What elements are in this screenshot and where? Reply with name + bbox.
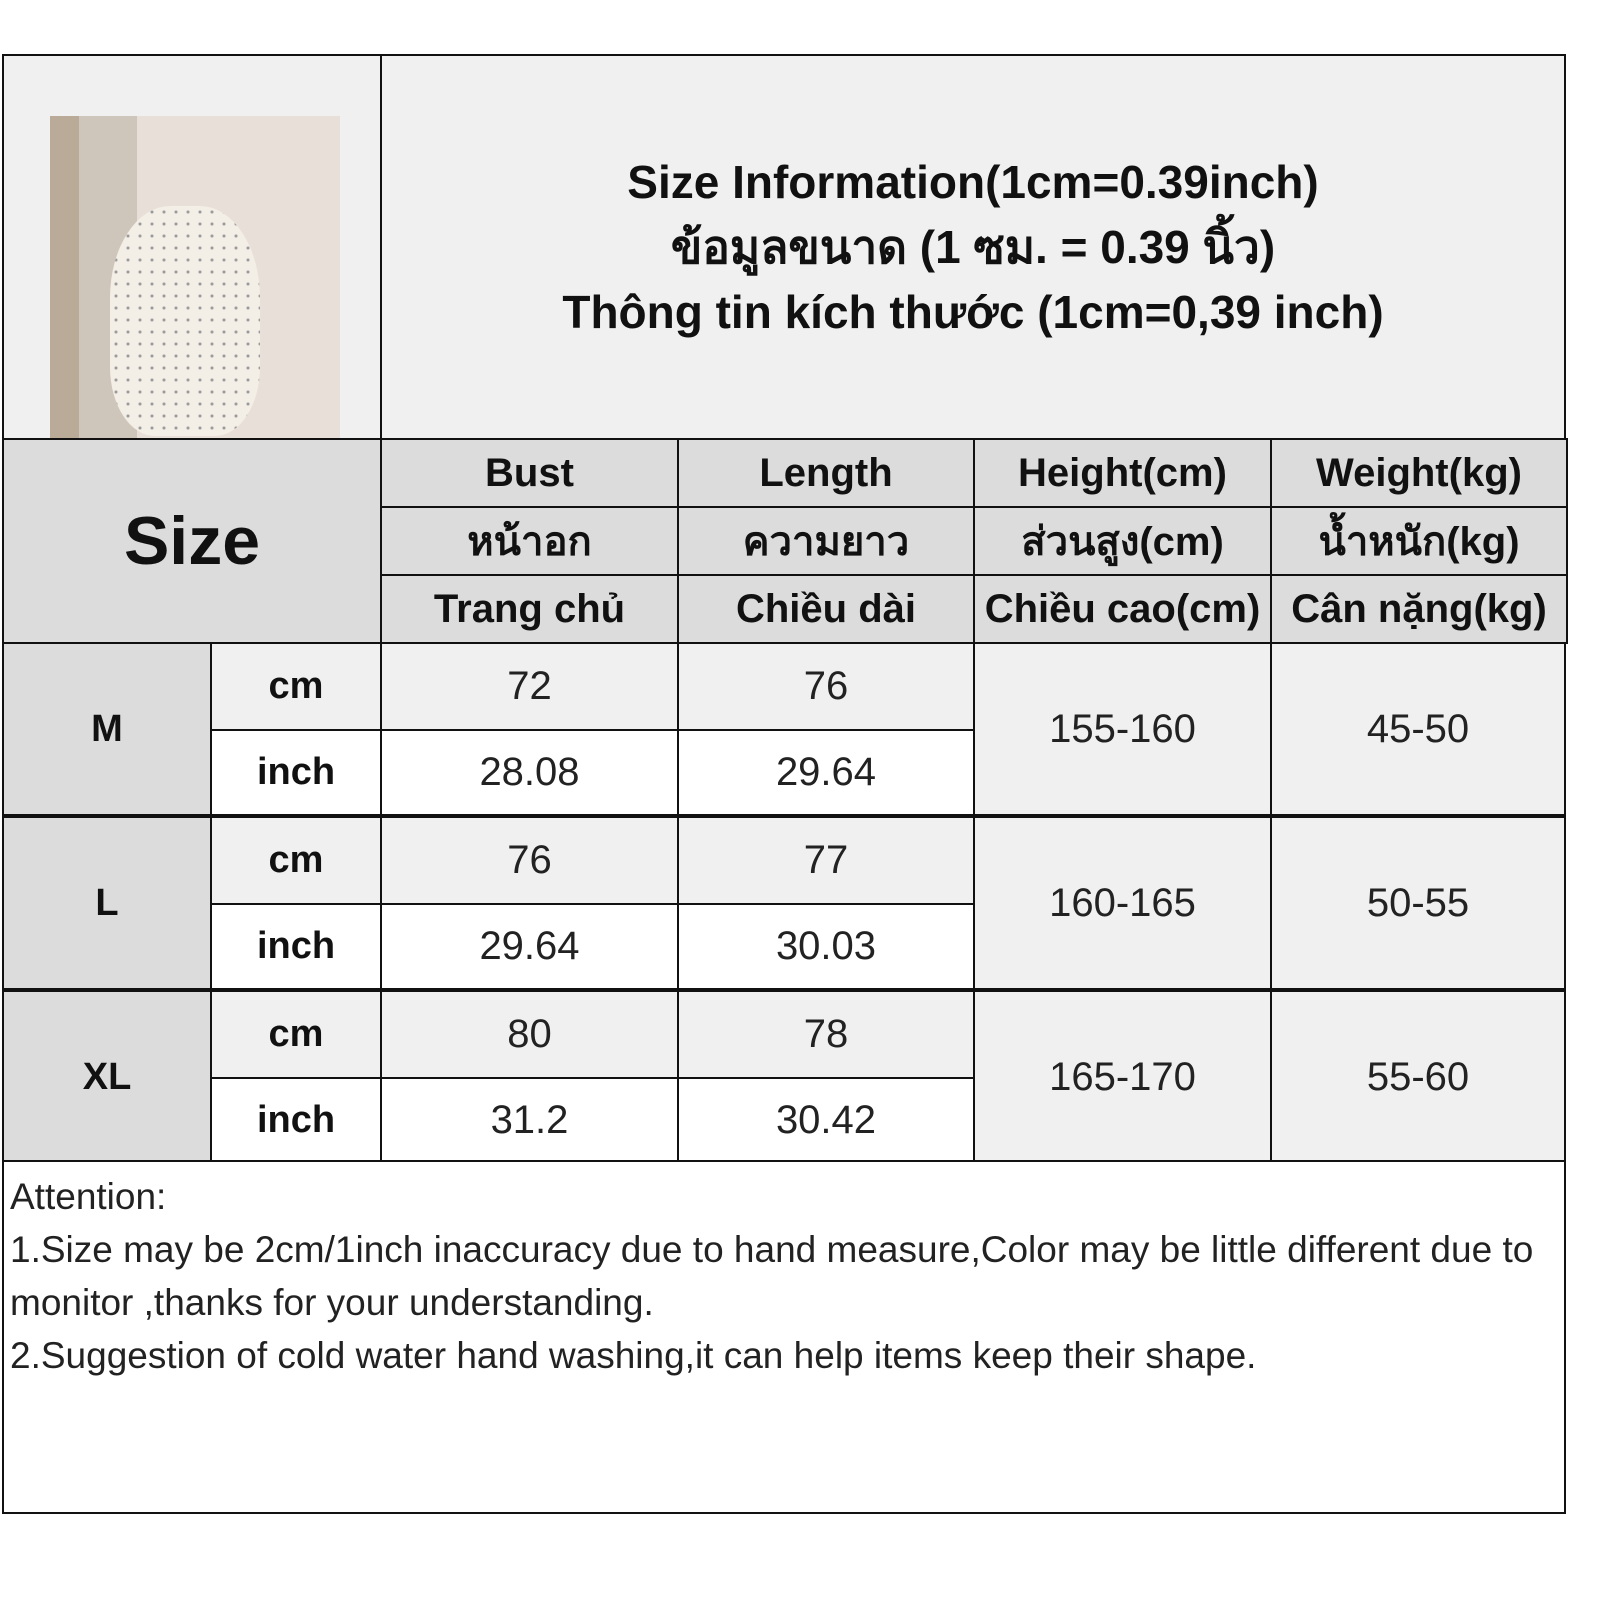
unit-inch: inch: [210, 1077, 382, 1164]
bust-cm: 72: [380, 642, 679, 731]
size-header: Size: [2, 438, 382, 644]
length-inch: 29.64: [677, 729, 975, 816]
length-inch: 30.42: [677, 1077, 975, 1164]
height-range: 155-160: [973, 642, 1272, 816]
size-name: L: [2, 816, 212, 990]
header-th: น้ำหนัก(kg): [1270, 506, 1568, 576]
header-vi: Chiều dài: [677, 574, 975, 644]
attention-note-1: 1.Size may be 2cm/1inch inaccuracy due t…: [10, 1229, 1534, 1323]
unit-inch: inch: [210, 903, 382, 990]
attention-heading: Attention:: [10, 1176, 167, 1217]
attention-text: Attention: 1.Size may be 2cm/1inch inacc…: [10, 1170, 1560, 1382]
header-en: Height(cm): [973, 438, 1272, 508]
title-cell: Size Information(1cm=0.39inch) ข้อมูลขนา…: [380, 54, 1566, 440]
height-range: 160-165: [973, 816, 1272, 990]
title-th: ข้อมูลขนาด (1 ซม. = 0.39 นิ้ว): [670, 220, 1276, 273]
weight-range: 45-50: [1270, 642, 1566, 816]
unit-cm: cm: [210, 816, 382, 905]
header-th: ส่วนสูง(cm): [973, 506, 1272, 576]
header-en: Bust: [380, 438, 679, 508]
bust-inch: 28.08: [380, 729, 679, 816]
unit-inch: inch: [210, 729, 382, 816]
length-inch: 30.03: [677, 903, 975, 990]
header-vi: Trang chủ: [380, 574, 679, 644]
title-en: Size Information(1cm=0.39inch): [627, 155, 1319, 208]
header-en: Weight(kg): [1270, 438, 1568, 508]
attention-note-2: 2.Suggestion of cold water hand washing,…: [10, 1335, 1257, 1376]
length-cm: 76: [677, 642, 975, 731]
bust-inch: 31.2: [380, 1077, 679, 1164]
weight-range: 50-55: [1270, 816, 1566, 990]
height-range: 165-170: [973, 990, 1272, 1164]
attention-box: [2, 1160, 1566, 1514]
dress-shape: [110, 206, 260, 436]
product-photo: [50, 116, 340, 491]
header-en: Length: [677, 438, 975, 508]
unit-cm: cm: [210, 990, 382, 1079]
bust-cm: 76: [380, 816, 679, 905]
header-vi: Cân nặng(kg): [1270, 574, 1568, 644]
bust-cm: 80: [380, 990, 679, 1079]
product-photo-cell: [2, 54, 382, 491]
bust-inch: 29.64: [380, 903, 679, 990]
length-cm: 77: [677, 816, 975, 905]
size-name: XL: [2, 990, 212, 1164]
unit-cm: cm: [210, 642, 382, 731]
title-vi: Thông tin kích thước (1cm=0,39 inch): [562, 285, 1384, 338]
length-cm: 78: [677, 990, 975, 1079]
header-th: หน้าอก: [380, 506, 679, 576]
header-vi: Chiều cao(cm): [973, 574, 1272, 644]
size-name: M: [2, 642, 212, 816]
header-th: ความยาว: [677, 506, 975, 576]
weight-range: 55-60: [1270, 990, 1566, 1164]
